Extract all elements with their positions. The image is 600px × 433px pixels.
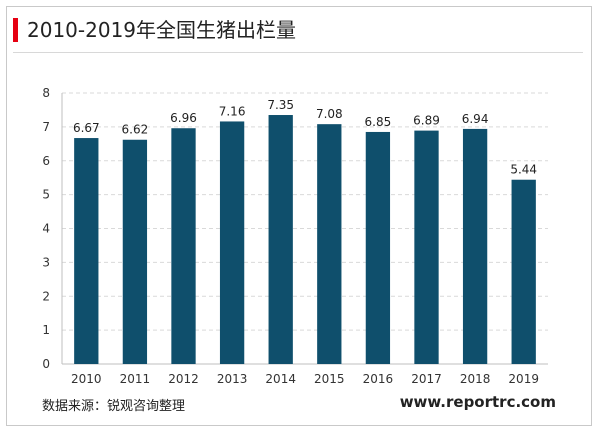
- data-label: 6.96: [170, 111, 197, 125]
- chart-title: 2010-2019年全国生猪出栏量: [27, 18, 297, 42]
- data-label: 6.62: [122, 123, 149, 137]
- bar: [317, 124, 342, 364]
- x-tick-label: 2012: [168, 372, 199, 386]
- y-tick-label: 7: [42, 120, 50, 134]
- x-tick-label: 2011: [120, 372, 151, 386]
- y-tick-label: 6: [42, 154, 50, 168]
- y-tick-label: 8: [42, 86, 50, 100]
- bar: [268, 115, 293, 364]
- title-divider: [13, 52, 583, 53]
- y-tick-label: 2: [42, 289, 50, 303]
- bar: [462, 128, 488, 364]
- x-tick-label: 2015: [314, 372, 345, 386]
- data-label: 6.85: [365, 115, 392, 129]
- data-label: 7.08: [316, 107, 343, 121]
- bar: [365, 131, 391, 364]
- bar: [219, 121, 245, 364]
- y-tick-label: 3: [42, 255, 50, 269]
- x-tick-label: 2013: [217, 372, 248, 386]
- data-source: 数据来源：锐观咨询整理: [42, 399, 186, 414]
- data-label: 5.44: [510, 163, 537, 177]
- bar: [122, 139, 148, 364]
- x-tick-label: 2019: [508, 372, 539, 386]
- y-tick-label: 0: [42, 357, 50, 371]
- data-label: 7.35: [267, 98, 294, 112]
- x-tick-label: 2016: [363, 372, 394, 386]
- y-tick-label: 4: [42, 222, 50, 236]
- bar: [414, 130, 439, 364]
- data-label: 6.94: [462, 112, 489, 126]
- x-tick-label: 2017: [411, 372, 442, 386]
- website-url: www.reportrc.com: [399, 393, 556, 411]
- chart-frame: [6, 6, 592, 426]
- title-accent-bar: [13, 18, 18, 42]
- x-tick-label: 2018: [460, 372, 491, 386]
- y-tick-label: 5: [42, 188, 50, 202]
- data-label: 6.89: [413, 114, 440, 128]
- data-label: 6.67: [73, 121, 100, 135]
- bar: [171, 128, 196, 364]
- y-tick-label: 1: [42, 323, 50, 337]
- bar: [74, 138, 99, 364]
- bar: [511, 179, 536, 364]
- data-label: 7.16: [219, 104, 246, 118]
- x-tick-label: 2014: [265, 372, 296, 386]
- x-tick-label: 2010: [71, 372, 102, 386]
